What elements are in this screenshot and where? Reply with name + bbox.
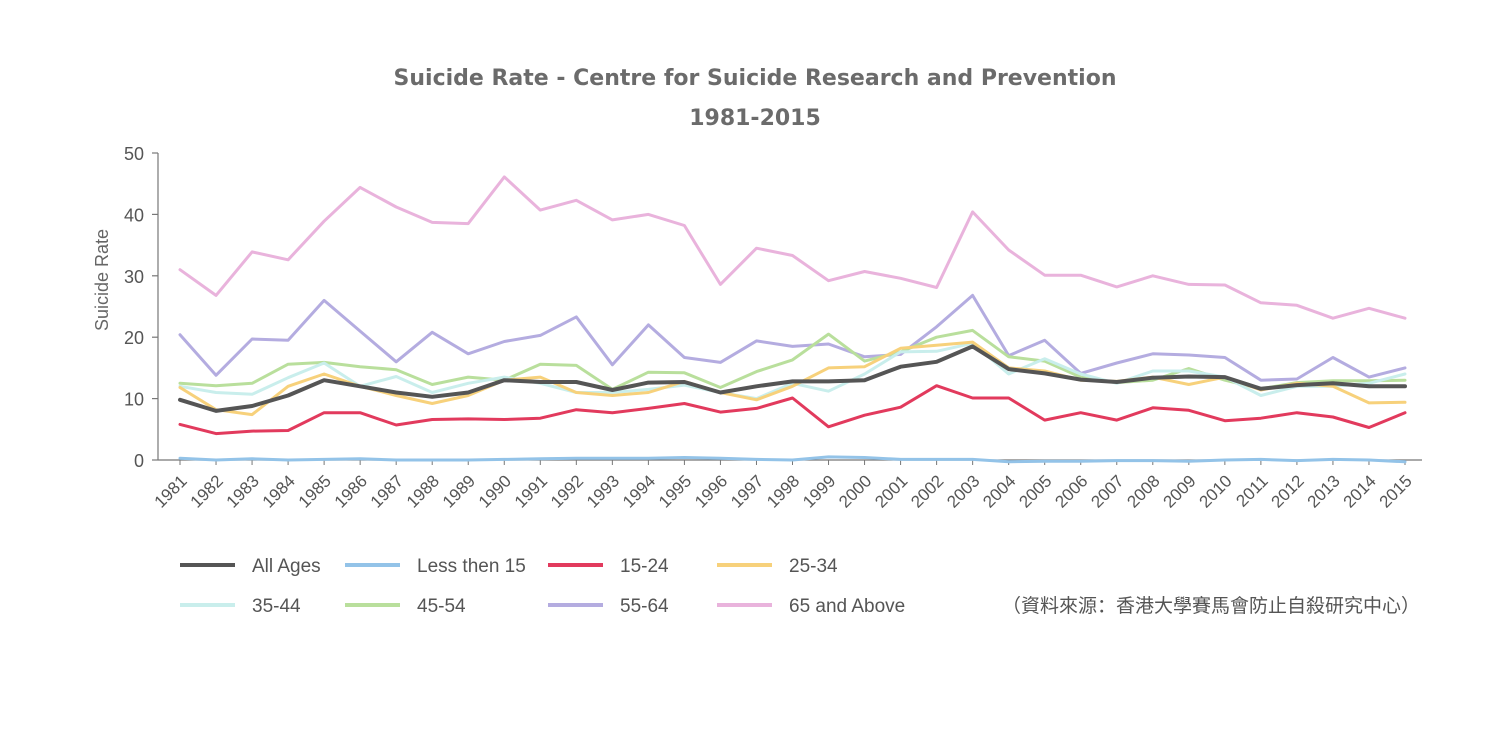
- x-tick-label: 1981: [151, 471, 191, 511]
- x-tick-label: 1988: [403, 471, 443, 511]
- x-tick-label: 1992: [547, 471, 587, 511]
- x-tick-label: 1989: [439, 471, 479, 511]
- x-tick-label: 1985: [295, 471, 335, 511]
- y-tick-label: 50: [124, 144, 144, 164]
- x-tick-label: 1983: [223, 471, 263, 511]
- y-tick-label: 0: [134, 451, 144, 471]
- x-tick-label: 2007: [1087, 471, 1127, 511]
- x-tick-label: 2006: [1051, 471, 1091, 511]
- x-tick-label: 1984: [259, 471, 299, 511]
- legend-label-45-54: 45-54: [417, 596, 466, 617]
- x-tick-label: 1994: [619, 471, 659, 511]
- legend-label-15-24: 15-24: [620, 556, 669, 577]
- x-tick-label: 2005: [1015, 471, 1055, 511]
- x-tick-label: 2009: [1159, 471, 1199, 511]
- legend-label-35-44: 35-44: [252, 596, 301, 617]
- x-tick-label: 2015: [1376, 471, 1416, 511]
- x-tick-label: 2014: [1340, 471, 1380, 511]
- series-line-35-44: [178, 341, 1407, 401]
- chart-title: Suicide Rate - Centre for Suicide Resear…: [394, 66, 1117, 91]
- legend-label-all-ages: All Ages: [252, 556, 321, 577]
- axes: 0102030405019811982198319841985198619871…: [124, 144, 1422, 512]
- legend: All Ages Less then 15 15-24 25-34 35-44 45-54…: [180, 556, 905, 617]
- x-tick-label: 2001: [871, 471, 911, 511]
- y-tick-label: 20: [124, 328, 144, 348]
- x-tick-label: 1982: [187, 471, 227, 511]
- x-tick-label: 2008: [1123, 471, 1163, 511]
- x-tick-label: 1996: [691, 471, 731, 511]
- series-line-55-64: [178, 293, 1407, 382]
- series-line-all-ages: [178, 344, 1407, 413]
- x-tick-label: 1995: [655, 471, 695, 511]
- x-tick-label: 1998: [763, 471, 803, 511]
- x-tick-label: 2013: [1304, 471, 1344, 511]
- y-tick-label: 40: [124, 205, 144, 225]
- x-tick-label: 2002: [907, 471, 947, 511]
- x-tick-label: 2012: [1268, 471, 1308, 511]
- legend-label-55-64: 55-64: [620, 596, 669, 617]
- y-tick-label: 30: [124, 267, 144, 287]
- x-tick-label: 1999: [799, 471, 839, 511]
- chart-subtitle: 1981-2015: [689, 106, 821, 131]
- x-tick-label: 1986: [331, 471, 371, 511]
- series-line-15-24: [178, 384, 1407, 436]
- source-note: （資料來源：香港大學賽馬會防止自殺研究中心）: [1002, 595, 1420, 617]
- x-tick-label: 2003: [943, 471, 983, 511]
- series-line-less-then-15: [178, 455, 1407, 464]
- y-tick-label: 10: [124, 390, 144, 410]
- x-tick-label: 1987: [367, 471, 407, 511]
- x-tick-label: 1990: [475, 471, 515, 511]
- x-tick-label: 1997: [727, 471, 767, 511]
- legend-label-less-then-15: Less then 15: [417, 556, 526, 577]
- series-lines: [178, 175, 1407, 464]
- legend-label-25-34: 25-34: [789, 556, 838, 577]
- series-line-65-and-above: [178, 175, 1407, 320]
- x-tick-label: 1993: [583, 471, 623, 511]
- x-tick-label: 2000: [835, 471, 875, 511]
- x-tick-label: 1991: [511, 471, 551, 511]
- y-axis-label: Suicide Rate: [92, 229, 112, 331]
- x-tick-label: 2010: [1195, 471, 1235, 511]
- x-tick-label: 2004: [979, 471, 1019, 511]
- x-tick-label: 2011: [1232, 471, 1271, 510]
- legend-label-65-and-above: 65 and Above: [789, 596, 905, 617]
